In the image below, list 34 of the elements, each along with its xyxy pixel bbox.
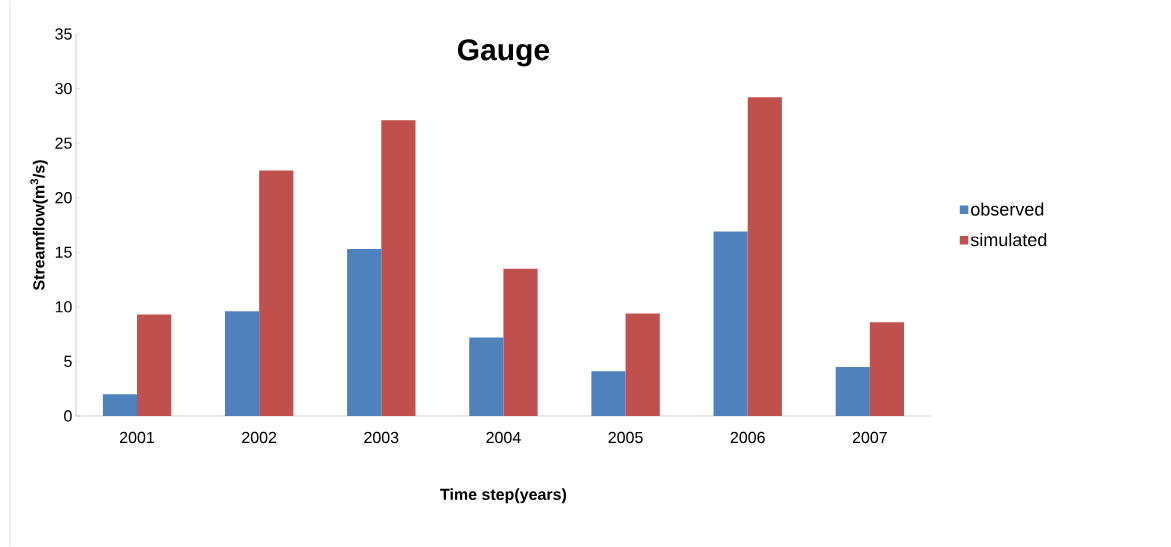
- bar: [102, 394, 137, 416]
- y-tick-label: 20: [55, 192, 72, 204]
- y-tick-label: 10: [55, 301, 72, 313]
- bar: [259, 170, 294, 416]
- y-axis-title: Streamflow(m$^{3}$/s): [30, 160, 48, 291]
- x-axis-title: Time step(years): [440, 488, 567, 504]
- y-tick-label: 5: [64, 355, 72, 368]
- y-tick-label: 0: [64, 410, 72, 422]
- bar: [137, 314, 172, 416]
- x-tick-label: 2004: [486, 431, 521, 444]
- x-tick-label: 2006: [730, 431, 765, 444]
- bar: [469, 337, 504, 416]
- bar: [381, 120, 416, 416]
- bar: [503, 268, 538, 416]
- bar: [835, 366, 870, 416]
- x-tick-label: 2007: [852, 431, 887, 444]
- y-tick-label: 35: [55, 28, 72, 40]
- bar: [591, 371, 626, 416]
- y-tick-label: 25: [55, 137, 72, 149]
- y-tick-label: 30: [55, 82, 72, 95]
- x-tick-label: 2003: [364, 431, 399, 444]
- bar: [625, 313, 660, 416]
- bar: [713, 231, 748, 416]
- bar: [747, 97, 782, 416]
- x-tick-label: 2001: [120, 431, 154, 444]
- chart-title: Gauge: [457, 39, 550, 67]
- bar: [224, 311, 260, 416]
- bar: [869, 322, 905, 416]
- x-tick-label: 2002: [242, 431, 277, 444]
- legend-label: simulated: [970, 233, 1047, 247]
- y-tick-label: 15: [55, 246, 72, 258]
- x-tick-label: 2005: [608, 431, 643, 444]
- bar: [347, 249, 382, 416]
- legend-label: observed: [971, 202, 1044, 216]
